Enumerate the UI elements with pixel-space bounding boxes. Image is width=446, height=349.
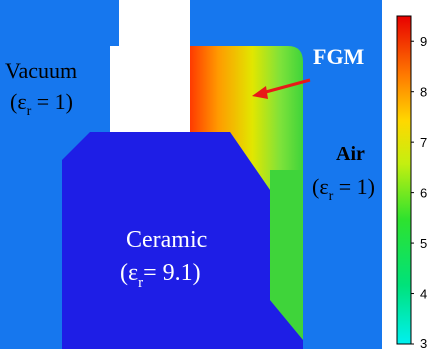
air-label: Air [336,143,365,165]
colorbar-tick-label: 5 [420,236,427,251]
colorbar-tick-label: 6 [420,186,427,201]
fgm-lower-strip [270,170,303,340]
ceramic-permittivity: (εr= 9.1) [120,260,201,291]
colorbar-tick-label: 3 [420,336,427,349]
fgm-arrow-line [261,78,311,95]
vacuum-permittivity: (εr = 1) [10,89,73,119]
vacuum-region [110,0,190,132]
ceramic-label: Ceramic [126,227,207,253]
vacuum-label: Vacuum [5,58,77,83]
colorbar-tick-label: 9 [420,34,427,49]
colorbar-tick-label: 7 [420,135,427,150]
fgm-label: FGM [313,44,365,69]
colorbar-tick-label: 8 [420,85,427,100]
colorbar-ticks: 9 8 7 6 5 4 3 [411,34,427,349]
air-permittivity: (εr = 1) [312,174,375,204]
ceramic-region [62,132,303,349]
colorbar [396,15,412,345]
colorbar-tick-label: 4 [420,287,427,302]
fgm-arrowhead [252,86,268,99]
